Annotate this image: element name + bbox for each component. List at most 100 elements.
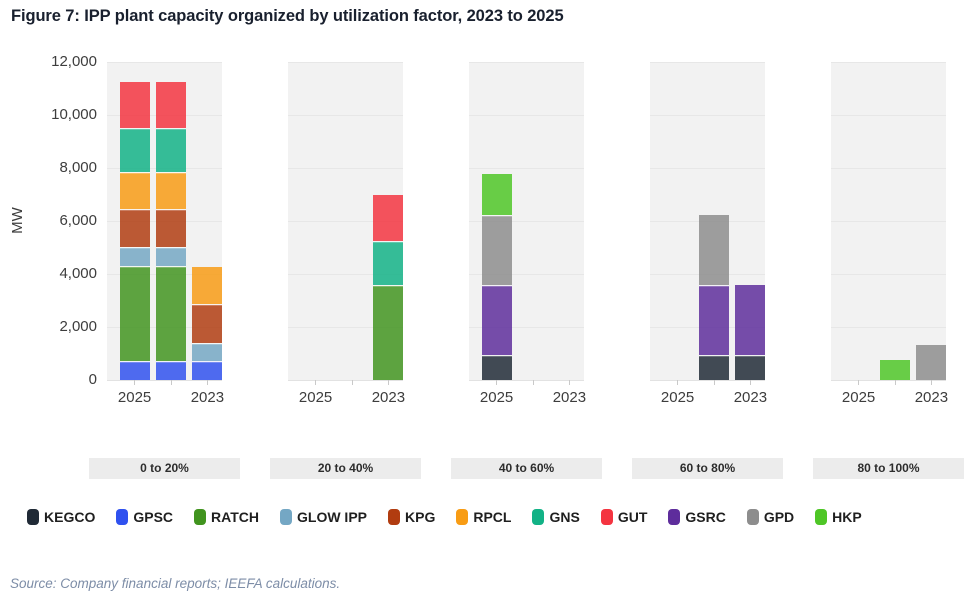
x-axis-year-label: 2023 (914, 389, 949, 406)
legend-label: RATCH (211, 509, 259, 525)
x-axis-year-label: 2023 (371, 389, 406, 406)
stacked-bar-2024 (699, 215, 729, 380)
legend-item-gut: GUT (600, 509, 647, 525)
y-axis-tick-label: 8,000 (59, 159, 97, 176)
x-axis-year-label: 2023 (552, 389, 587, 406)
legend-swatch (600, 509, 613, 525)
stacked-bar-2025 (119, 81, 150, 380)
legend-swatch (27, 509, 39, 525)
bar-segment-kpg (156, 209, 186, 248)
bar-segment-gsrc (735, 285, 766, 356)
legend-item-gsrc: GSRC (668, 509, 726, 525)
x-axis-year-label: 2023 (190, 389, 225, 406)
x-axis-tick-mark (387, 380, 389, 385)
bar-segment-gpd (699, 215, 729, 286)
y-axis-tick-label: 0 (88, 371, 97, 388)
bar-segment-gns (373, 240, 404, 285)
panel-40-to-60- (469, 62, 584, 381)
y-axis-tick-label: 4,000 (59, 265, 97, 282)
legend-label: GLOW IPP (297, 509, 367, 525)
x-axis-tick-mark (496, 380, 498, 385)
legend-swatch (746, 509, 759, 525)
x-axis-tick-mark (532, 380, 534, 385)
legend-label: GNS (549, 509, 580, 525)
legend-label: KPG (405, 509, 436, 525)
legend-item-gpd: GPD (746, 509, 795, 525)
bar-segment-kpg (119, 209, 150, 248)
utilization-range-label: 80 to 100% (813, 458, 964, 479)
stacked-bar-2023 (192, 267, 223, 380)
x-axis-year-label: 2023 (733, 389, 768, 406)
legend-label: GPD (763, 509, 795, 525)
bar-segment-glow-ipp (119, 247, 150, 267)
y-axis-tick-label: 10,000 (51, 106, 97, 123)
panel-0-to-20- (107, 62, 223, 381)
legend-label: GPSC (133, 509, 174, 525)
legend-label: GSRC (685, 509, 726, 525)
legend-swatch (668, 509, 681, 525)
bar-segment-gpsc (156, 361, 186, 380)
x-axis-tick-mark (930, 380, 932, 385)
x-axis-tick-mark (170, 380, 172, 385)
bar-segment-gsrc (699, 285, 729, 356)
stacked-bar-2024 (156, 81, 186, 380)
bar-segment-rpcl (192, 267, 223, 305)
stacked-bar-2023 (735, 285, 766, 380)
x-axis-year-label: 2025 (298, 389, 333, 406)
legend-item-glow-ipp: GLOW IPP (280, 509, 367, 525)
bar-segment-gsrc (481, 285, 512, 356)
bar-segment-gpsc (192, 361, 223, 380)
legend-label: HKP (832, 509, 862, 525)
legend-swatch (116, 509, 129, 525)
utilization-range-label: 40 to 60% (451, 458, 602, 479)
legend-item-rpcl: RPCL (456, 509, 511, 525)
x-axis-tick-mark (351, 380, 353, 385)
legend: KEGCO GPSC RATCH GLOW IPP KPG RPCL GNS GUT GSRC G… (27, 509, 862, 525)
panel-80-to-100- (831, 62, 947, 381)
x-axis-tick-mark (677, 380, 679, 385)
stacked-bar-2023 (373, 194, 404, 380)
source-note: Source: Company financial reports; IEEFA… (10, 576, 341, 591)
legend-label: KEGCO (44, 509, 96, 525)
figure-title: Figure 7: IPP plant capacity organized b… (11, 7, 564, 25)
legend-item-hkp: HKP (815, 509, 862, 525)
legend-item-ratch: RATCH (194, 509, 259, 525)
bar-segment-kegco (481, 355, 512, 380)
legend-item-gpsc: GPSC (116, 509, 173, 525)
legend-swatch (815, 509, 828, 525)
bar-segment-ratch (119, 266, 150, 362)
utilization-range-label: 20 to 40% (270, 458, 421, 479)
bar-segment-hkp (880, 359, 910, 380)
legend-item-kegco: KEGCO (27, 509, 95, 525)
bar-segment-hkp (481, 174, 512, 216)
legend-swatch (532, 509, 545, 525)
x-axis-year-label: 2025 (660, 389, 695, 406)
legend-item-kpg: KPG (388, 509, 435, 525)
bar-segment-gut (373, 194, 404, 241)
bar-segment-glow-ipp (192, 342, 223, 362)
legend-swatch (194, 509, 207, 525)
y-axis-tick-label: 6,000 (59, 212, 97, 229)
stacked-bar-2024 (880, 359, 910, 380)
bar-segment-gns (119, 128, 150, 172)
bar-segment-ratch (373, 284, 404, 380)
x-axis-tick-mark (749, 380, 751, 385)
utilization-range-label: 0 to 20% (89, 458, 240, 479)
x-axis-tick-mark (206, 380, 208, 385)
x-axis-year-label: 2025 (479, 389, 514, 406)
bar-segment-ratch (156, 266, 186, 362)
x-axis-year-label: 2025 (841, 389, 876, 406)
stacked-bar-2025 (481, 174, 512, 380)
bar-segment-kpg (192, 304, 223, 343)
legend-swatch (388, 509, 400, 525)
legend-item-gns: GNS (532, 509, 580, 525)
x-axis-tick-mark (713, 380, 715, 385)
x-axis-year-label: 2025 (117, 389, 152, 406)
x-axis-tick-mark (568, 380, 570, 385)
stacked-bar-2023 (916, 344, 947, 380)
panel-20-to-40- (288, 62, 404, 381)
x-axis-tick-mark (894, 380, 896, 385)
bar-segment-gpsc (119, 361, 150, 380)
bar-segment-kegco (699, 355, 729, 380)
